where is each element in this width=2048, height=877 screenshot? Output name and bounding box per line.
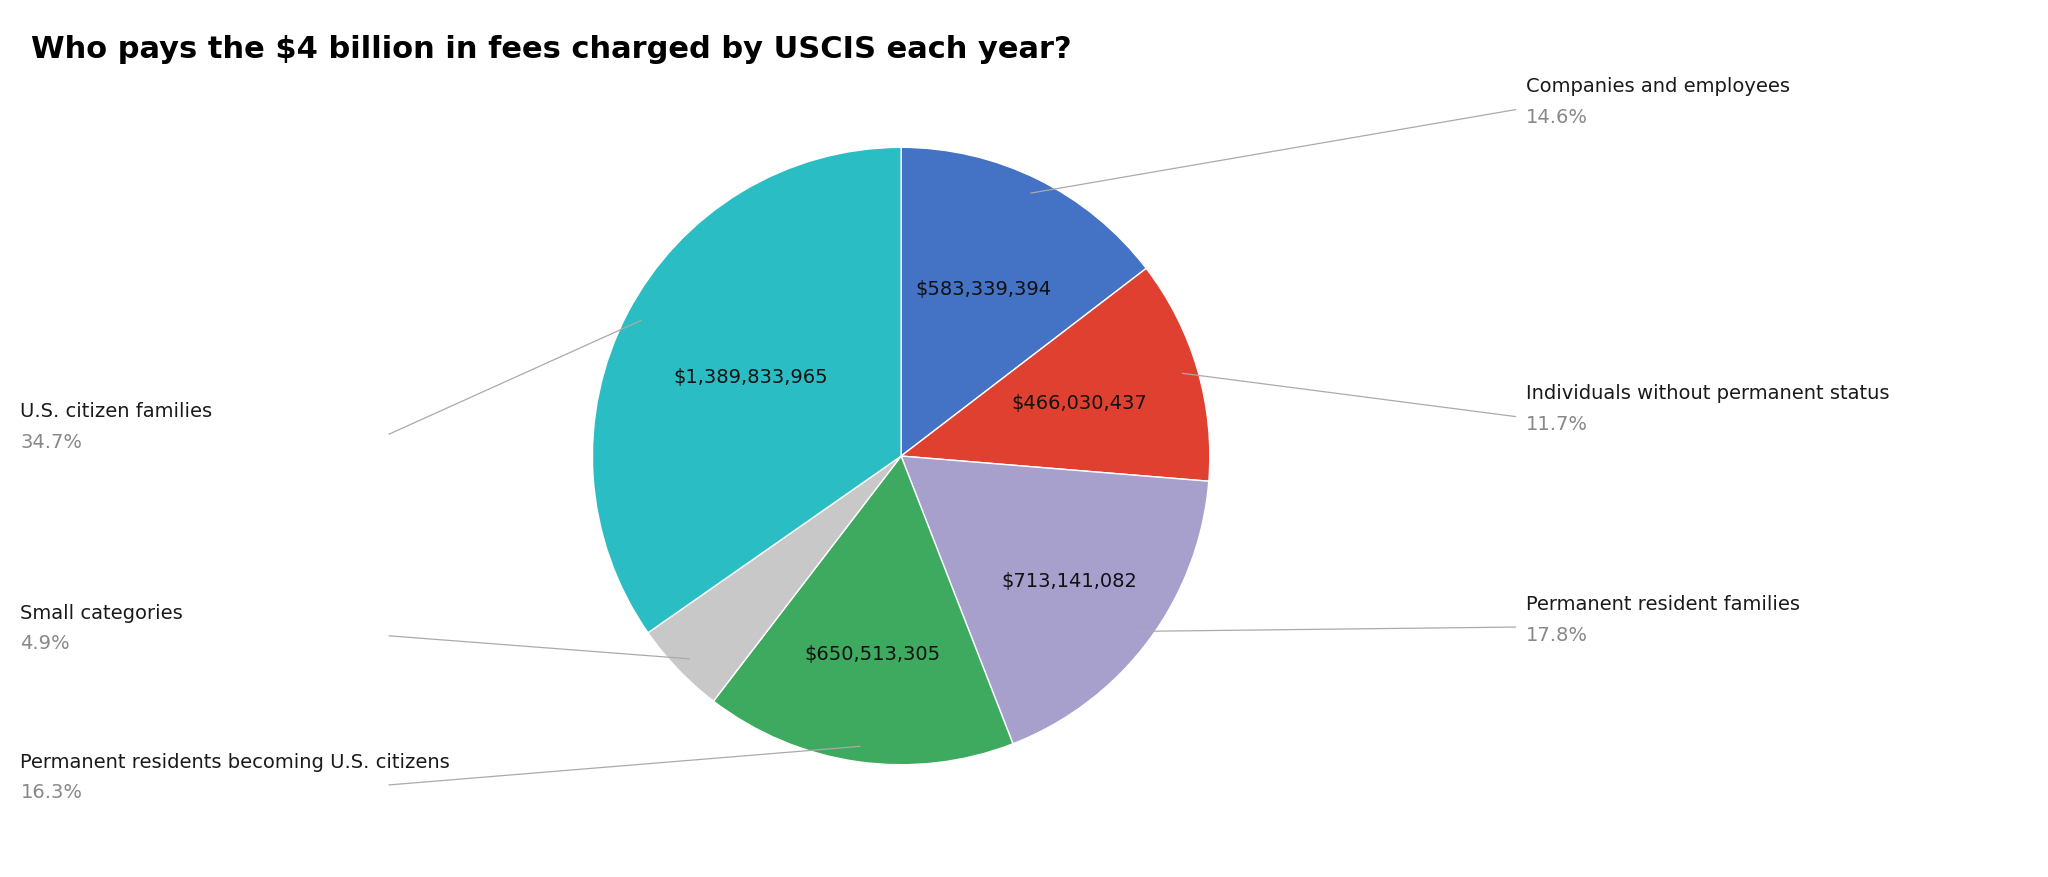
Text: 16.3%: 16.3% [20, 783, 82, 802]
Text: $1,389,833,965: $1,389,833,965 [674, 368, 827, 387]
Text: $466,030,437: $466,030,437 [1012, 395, 1147, 413]
Wedge shape [901, 147, 1147, 456]
Text: Who pays the $4 billion in fees charged by USCIS each year?: Who pays the $4 billion in fees charged … [31, 35, 1071, 64]
Wedge shape [647, 456, 901, 701]
Text: $713,141,082: $713,141,082 [1001, 572, 1137, 591]
Text: Permanent resident families: Permanent resident families [1526, 595, 1800, 614]
Text: 14.6%: 14.6% [1526, 108, 1587, 127]
Text: $583,339,394: $583,339,394 [915, 281, 1051, 299]
Text: 4.9%: 4.9% [20, 634, 70, 653]
Text: Companies and employees: Companies and employees [1526, 77, 1790, 96]
Text: 11.7%: 11.7% [1526, 415, 1587, 434]
Wedge shape [713, 456, 1014, 765]
Text: U.S. citizen families: U.S. citizen families [20, 402, 213, 421]
Text: 17.8%: 17.8% [1526, 625, 1587, 645]
Text: $650,513,305: $650,513,305 [805, 645, 940, 664]
Wedge shape [592, 147, 901, 632]
Wedge shape [901, 268, 1210, 481]
Wedge shape [901, 456, 1208, 744]
Text: 34.7%: 34.7% [20, 432, 82, 452]
Text: Individuals without permanent status: Individuals without permanent status [1526, 384, 1888, 403]
Text: Small categories: Small categories [20, 603, 182, 623]
Text: Permanent residents becoming U.S. citizens: Permanent residents becoming U.S. citize… [20, 752, 451, 772]
